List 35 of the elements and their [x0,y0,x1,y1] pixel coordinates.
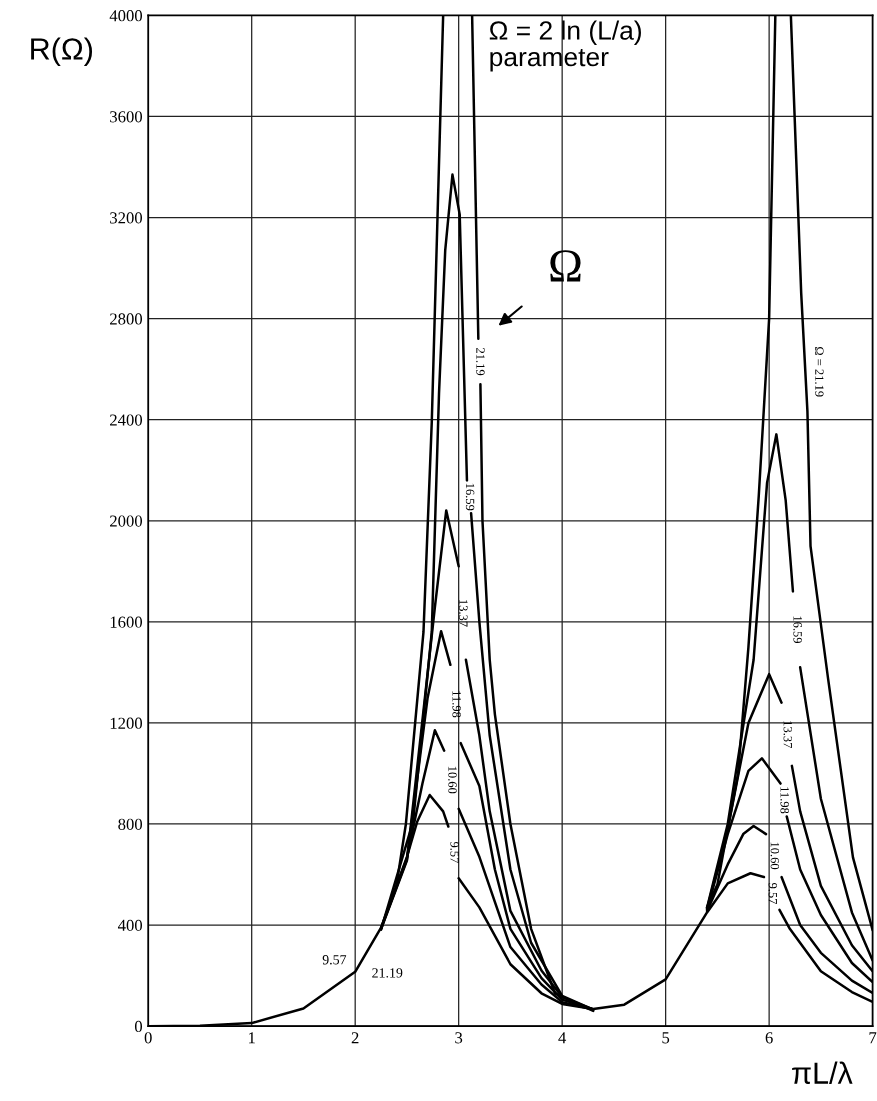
x-tick-label: 0 [144,1032,152,1044]
y-tick-label: 400 [117,919,143,932]
x-tick-label: 2 [351,1032,359,1044]
y-tick-label: 2400 [110,414,143,426]
y-tick-label: 3600 [110,111,143,123]
y-tick-label: 2000 [110,515,143,527]
text: 16.59 [793,616,802,643]
text: 9.57 [768,882,777,905]
y-tick-label: 800 [118,818,143,830]
y-tick-label: 1600 [110,616,143,628]
text: 16.59 [465,483,475,511]
y-tick-label: 0 [134,1020,143,1033]
y-axis-title: R(Ω) [31,37,93,66]
annotation: Ω = 21.19 [815,346,824,397]
text: 9.57 [322,955,347,965]
x-tick-label: 1 [249,1032,255,1044]
annotation: 21.19 [372,968,403,978]
text: 13.37 [783,721,792,748]
text: 11.98 [780,787,789,814]
annotation: 9.57 [450,841,459,863]
text: 13.37 [459,600,468,627]
x-tick-label: 5 [662,1032,670,1044]
text: 21.19 [476,348,485,376]
x-axis-title: πL/λ [792,1061,853,1084]
x-tick-label: 6 [765,1032,773,1044]
y-tick-label: 1200 [110,717,143,729]
x-tick-label: 4 [558,1032,567,1044]
y-tick-label: 4000 [109,10,143,22]
x-tick-label: 7 [869,1032,877,1044]
y-tick-label: 2800 [110,313,143,325]
text: 10.60 [770,842,780,870]
text: 10.60 [448,766,457,794]
y-tick-label: 3200 [110,212,143,224]
text: 11.98 [452,691,461,718]
x-tick-label: 3 [455,1032,463,1044]
